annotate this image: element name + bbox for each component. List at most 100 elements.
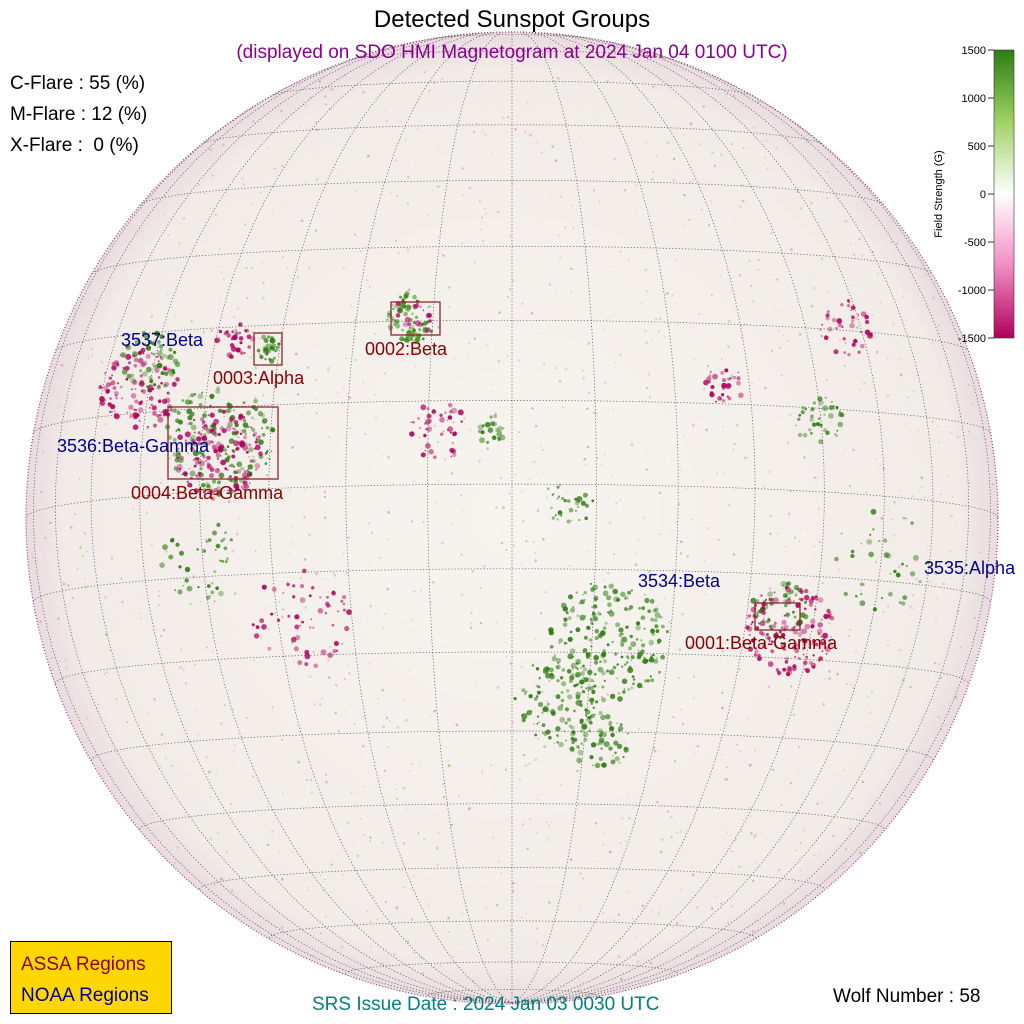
field-speckle xyxy=(892,322,894,325)
field-patch xyxy=(125,353,132,360)
field-patch xyxy=(606,643,610,647)
field-speckle xyxy=(545,700,549,703)
field-patch xyxy=(128,404,134,410)
field-patch xyxy=(851,319,855,323)
field-patch xyxy=(186,480,190,484)
field-speckle xyxy=(730,374,733,378)
field-speckle xyxy=(870,691,874,694)
field-patch xyxy=(771,624,777,629)
field-speckle xyxy=(844,219,848,223)
field-patch xyxy=(137,351,142,355)
field-speckle xyxy=(914,273,916,274)
field-speckle xyxy=(734,92,736,94)
field-patch xyxy=(179,455,185,460)
field-speckle xyxy=(443,457,447,461)
field-patch xyxy=(560,514,563,517)
field-patch xyxy=(534,733,538,737)
field-patch xyxy=(635,621,641,626)
field-patch xyxy=(420,452,426,458)
field-patch xyxy=(133,364,138,368)
field-patch xyxy=(831,317,837,323)
field-patch xyxy=(603,741,610,748)
field-speckle xyxy=(967,384,970,386)
field-patch xyxy=(888,591,893,597)
field-speckle xyxy=(258,925,260,927)
field-speckle xyxy=(860,443,863,445)
field-speckle xyxy=(809,410,812,413)
field-patch xyxy=(524,690,528,694)
field-patch xyxy=(593,672,597,676)
field-speckle xyxy=(170,457,172,460)
field-speckle xyxy=(852,448,855,452)
field-speckle xyxy=(973,616,976,620)
field-speckle xyxy=(360,753,362,755)
field-speckle xyxy=(872,250,875,253)
field-patch xyxy=(720,371,725,375)
field-speckle xyxy=(398,252,400,255)
field-patch xyxy=(811,643,814,646)
field-patch xyxy=(640,615,646,620)
field-speckle xyxy=(34,559,37,562)
field-speckle xyxy=(439,964,442,967)
field-patch xyxy=(168,347,173,352)
field-patch xyxy=(157,376,161,379)
field-speckle xyxy=(195,785,197,787)
field-speckle xyxy=(518,431,521,434)
field-patch xyxy=(808,602,813,607)
field-patch xyxy=(569,630,573,634)
field-patch xyxy=(835,434,838,438)
field-patch xyxy=(177,589,183,595)
field-patch xyxy=(312,626,315,629)
field-patch xyxy=(162,408,169,415)
field-speckle xyxy=(350,791,353,794)
field-speckle xyxy=(448,305,451,309)
field-speckle xyxy=(51,668,54,671)
field-patch xyxy=(223,546,228,551)
field-speckle xyxy=(964,573,968,576)
field-patch xyxy=(590,702,594,705)
field-speckle xyxy=(968,481,971,484)
field-speckle xyxy=(638,649,641,653)
field-patch xyxy=(613,596,619,603)
field-patch xyxy=(326,595,329,599)
field-speckle xyxy=(608,723,610,726)
field-speckle xyxy=(31,552,33,554)
field-speckle xyxy=(229,878,231,880)
field-patch xyxy=(217,432,221,437)
field-speckle xyxy=(179,666,182,669)
field-patch xyxy=(814,608,817,611)
field-speckle xyxy=(613,157,616,161)
field-speckle xyxy=(407,288,411,292)
field-speckle xyxy=(642,517,645,520)
grid-line xyxy=(349,50,675,61)
field-patch xyxy=(201,435,208,442)
field-patch xyxy=(560,703,564,707)
field-patch xyxy=(182,584,185,587)
field-speckle xyxy=(447,961,450,964)
field-speckle xyxy=(460,553,463,556)
field-patch xyxy=(832,405,835,408)
field-patch xyxy=(451,448,456,454)
field-patch xyxy=(225,330,229,334)
field-patch xyxy=(779,636,782,640)
field-speckle xyxy=(486,939,489,942)
field-patch xyxy=(804,607,807,611)
field-patch xyxy=(810,618,816,625)
field-speckle xyxy=(843,364,846,368)
field-speckle xyxy=(426,898,428,900)
field-patch xyxy=(157,350,163,357)
field-patch xyxy=(606,669,610,673)
field-patch xyxy=(638,606,641,610)
field-patch xyxy=(616,677,618,680)
field-patch xyxy=(320,649,327,656)
field-patch xyxy=(593,684,597,688)
field-patch xyxy=(187,452,189,455)
field-patch xyxy=(135,413,140,417)
field-patch xyxy=(821,323,823,326)
field-speckle xyxy=(367,155,370,158)
field-speckle xyxy=(680,888,682,891)
field-speckle xyxy=(942,582,945,585)
field-patch xyxy=(333,641,339,646)
field-patch xyxy=(451,431,457,437)
field-speckle xyxy=(172,864,175,867)
